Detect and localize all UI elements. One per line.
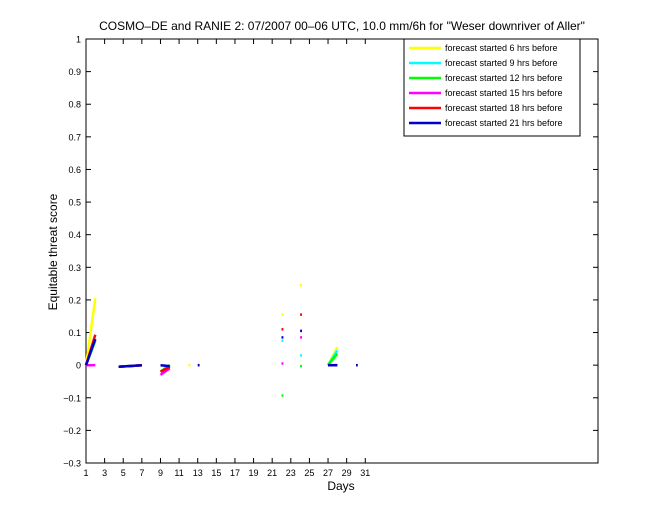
x-tick-label: 31 xyxy=(360,468,370,478)
y-tick-label: 1 xyxy=(76,35,81,45)
series-line xyxy=(84,338,97,366)
legend-entry: forecast started 9 hrs before xyxy=(445,58,558,68)
x-tick-label: 25 xyxy=(304,468,314,478)
x-tick-label: 1 xyxy=(83,468,88,478)
y-tick-label: 0.3 xyxy=(68,263,81,273)
x-tick-label: 27 xyxy=(323,468,333,478)
x-tick-label: 17 xyxy=(230,468,240,478)
series-6 xyxy=(84,329,358,369)
legend-entry: forecast started 6 hrs before xyxy=(445,43,558,53)
x-axis-label: Days xyxy=(327,479,354,493)
y-tick-label: 0 xyxy=(76,361,81,371)
y-tick-label: 0.4 xyxy=(68,230,81,240)
series-line xyxy=(84,298,97,366)
series-line xyxy=(159,365,171,373)
x-tick-label: 11 xyxy=(174,468,183,478)
y-axis: −0.3 −0.2 −0.1 0 0.1 0.2 0.3 0.4 0.5 0.6 0.7 0.8 0.9… xyxy=(63,35,598,469)
x-tick-label: 9 xyxy=(158,468,163,478)
y-tick-label: 0.8 xyxy=(68,100,81,110)
legend-box xyxy=(403,38,581,137)
y-tick-label: 0.6 xyxy=(68,165,81,175)
y-tick-label: −0.1 xyxy=(63,393,81,403)
legend-entry: forecast started 18 hrs before xyxy=(445,103,563,113)
series-line xyxy=(118,363,142,369)
legend-entry: forecast started 15 hrs before xyxy=(445,88,563,98)
y-axis-label: Equitable threat score xyxy=(46,193,60,310)
x-tick-label: 15 xyxy=(211,468,221,478)
legend-entry: forecast started 21 hrs before xyxy=(445,118,563,128)
y-tick-label: −0.2 xyxy=(63,426,81,436)
y-tick-label: 0.7 xyxy=(68,132,81,142)
x-tick-label: 29 xyxy=(342,468,352,478)
x-tick-label: 21 xyxy=(267,468,277,478)
legend: forecast started 6 hrs before forecast st… xyxy=(403,38,581,137)
series-line xyxy=(159,367,171,376)
y-tick-label: 0.2 xyxy=(68,295,81,305)
x-tick-label: 3 xyxy=(102,468,107,478)
x-tick-label: 5 xyxy=(121,468,126,478)
x-tick-label: 19 xyxy=(249,468,259,478)
data-series xyxy=(84,283,358,397)
y-tick-label: −0.3 xyxy=(63,459,81,469)
x-tick-label: 23 xyxy=(286,468,296,478)
y-tick-label: 0.1 xyxy=(68,328,81,338)
x-tick-label: 13 xyxy=(193,468,203,478)
legend-entry: forecast started 12 hrs before xyxy=(445,73,563,83)
series-line xyxy=(327,352,339,366)
chart-title: COSMO–DE and RANIE 2: 07/2007 00–06 UTC,… xyxy=(99,19,585,33)
x-tick-label: 7 xyxy=(139,468,144,478)
series-line xyxy=(160,363,170,368)
y-tick-label: 0.9 xyxy=(68,67,81,77)
y-tick-label: 0.5 xyxy=(68,198,81,208)
x-axis: 1 3 5 7 9 11 13 15 17 19 21 23 25 27 29 31 xyxy=(83,39,370,478)
